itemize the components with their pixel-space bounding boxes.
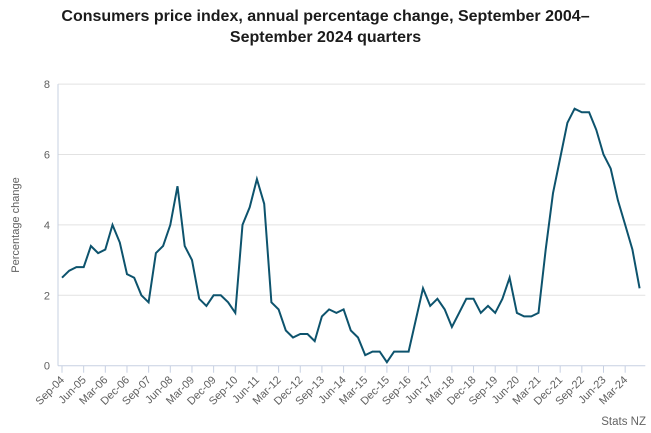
plot-area: 02468Sep-04Jun-05Mar-06Dec-06Sep-07Jun-0…: [34, 79, 646, 408]
y-tick-label: 2: [44, 290, 50, 302]
y-tick-label: 8: [44, 79, 50, 91]
source-credit: Stats NZ: [601, 416, 646, 428]
y-axis-title: Percentage change: [10, 177, 22, 272]
y-tick-label: 4: [44, 220, 50, 232]
cpi-series-line: [61, 107, 641, 364]
y-tick-label: 6: [44, 150, 50, 162]
y-tick-label: 0: [44, 361, 50, 373]
chart-title: Consumers price index, annual percentage…: [61, 8, 590, 46]
